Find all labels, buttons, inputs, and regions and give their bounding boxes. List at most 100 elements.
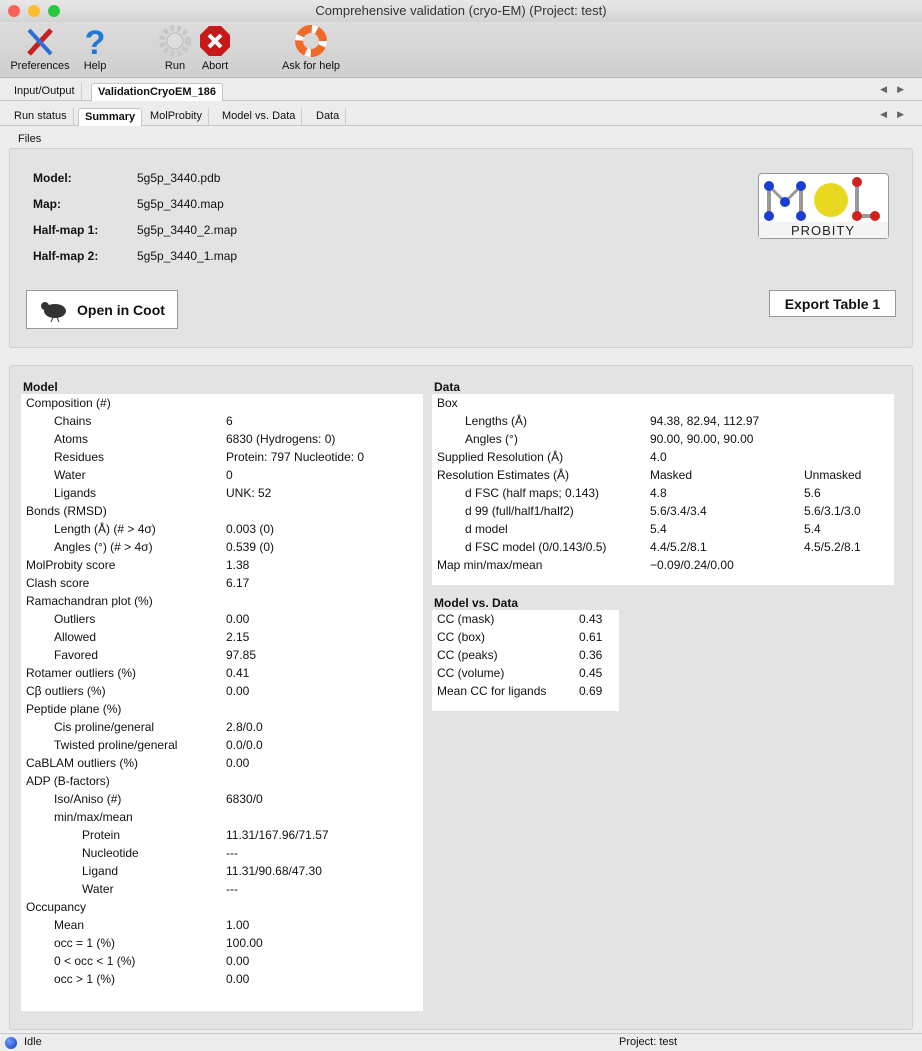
mvd-row-label: CC (mask) xyxy=(437,612,495,626)
data-row-value: 94.38, 82.94, 112.97 xyxy=(650,414,760,428)
model-row-value: 0.539 (0) xyxy=(226,540,275,554)
export-table-button[interactable]: Export Table 1 xyxy=(769,290,896,317)
mvd-row-value: 0.69 xyxy=(579,684,603,698)
model-row-label: Peptide plane (%) xyxy=(26,702,122,716)
tools-icon xyxy=(27,28,53,56)
model-row-label: Allowed xyxy=(54,630,97,644)
close-window-button[interactable] xyxy=(8,5,20,17)
model-row-value: 1.00 xyxy=(226,918,250,932)
gear-icon xyxy=(159,25,191,57)
model-vs-data-table: CC (mask) 0.43 CC (box) 0.61 CC (peaks) 0.36 C… xyxy=(432,610,619,711)
coot-bird-icon xyxy=(41,301,67,322)
window-title: Comprehensive validation (cryo-EM) (Proj… xyxy=(315,3,607,18)
zoom-window-button[interactable] xyxy=(48,5,60,17)
tab-data[interactable]: Data xyxy=(310,108,347,126)
run-button[interactable]: Run xyxy=(158,24,192,72)
model-row-value: 0.00 xyxy=(226,612,250,626)
data-row-value-unmasked: 5.4 xyxy=(804,522,821,536)
model-row-value: 100.00 xyxy=(226,936,263,950)
data-row-label: d FSC model (0/0.143/0.5) xyxy=(465,540,607,554)
results-panel: Model Composition (#) Chains 6 Atoms 6830 (H… xyxy=(9,365,913,1030)
help-button[interactable]: ? Help xyxy=(80,24,110,72)
minimize-window-button[interactable] xyxy=(28,5,40,17)
abort-button[interactable]: Abort xyxy=(198,24,232,72)
status-bar: Idle Project: test xyxy=(0,1033,922,1051)
help-icon: ? xyxy=(85,24,106,58)
model-row-label: Angles (°) (# > 4σ) xyxy=(54,540,153,554)
title-bar: Comprehensive validation (cryo-EM) (Proj… xyxy=(0,0,922,22)
subtab-scroll-arrows[interactable]: ◀▶ xyxy=(880,109,914,119)
data-row-value: 5.6/3.4/3.4 xyxy=(650,504,707,518)
model-row-value: 97.85 xyxy=(226,648,257,662)
status-indicator-icon xyxy=(5,1037,17,1049)
model-row-value: 6830 (Hydrogens: 0) xyxy=(226,432,336,446)
model-row-label: Nucleotide xyxy=(82,846,139,860)
model-row-value: 0.00 xyxy=(226,684,250,698)
model-row-label: Favored xyxy=(54,648,99,662)
model-row-value: 0.003 (0) xyxy=(226,522,275,536)
model-row-label: Outliers xyxy=(54,612,96,626)
molprobity-logo: PROBITY xyxy=(758,173,889,239)
model-row-value: 11.31/90.68/47.30 xyxy=(226,864,322,878)
model-row-label: 0 < occ < 1 (%) xyxy=(54,954,136,968)
model-row-value: 2.8/0.0 xyxy=(226,720,263,734)
data-row-label: Map min/max/mean xyxy=(437,558,543,572)
data-row-label: d 99 (full/half1/half2) xyxy=(465,504,574,518)
model-row-label: Occupancy xyxy=(26,900,87,914)
model-row-label: Mean xyxy=(54,918,85,932)
model-row-label: Water xyxy=(82,882,114,896)
model-row-label: CaBLAM outliers (%) xyxy=(26,756,139,770)
abort-icon xyxy=(200,26,230,56)
model-row-label: Protein xyxy=(82,828,121,842)
model-section-title: Model xyxy=(23,380,58,394)
model-row-value: 11.31/167.96/71.57 xyxy=(226,828,329,842)
project-label: Project: test xyxy=(619,1036,678,1048)
data-row-value: 90.00, 90.00, 90.00 xyxy=(650,432,754,446)
model-row-label: Cis proline/general xyxy=(54,720,155,734)
model-row-label: Residues xyxy=(54,450,105,464)
tab-input-output[interactable]: Input/Output xyxy=(8,83,82,101)
open-in-coot-button[interactable]: Open in Coot xyxy=(26,290,178,329)
mvd-row-label: CC (box) xyxy=(437,630,486,644)
model-row-label: Cβ outliers (%) xyxy=(26,684,106,698)
model-row-value: 6 xyxy=(226,414,233,428)
model-row-label: Composition (#) xyxy=(26,396,111,410)
preferences-button[interactable]: Preferences xyxy=(8,24,72,72)
mvd-row-label: Mean CC for ligands xyxy=(437,684,547,698)
model-row-label: occ = 1 (%) xyxy=(54,936,116,950)
file-value: 5g5p_3440_2.map xyxy=(137,223,238,237)
model-row-value: Protein: 797 Nucleotide: 0 xyxy=(226,450,365,464)
model-row-label: Water xyxy=(54,468,86,482)
tab-validation-job[interactable]: ValidationCryoEM_186 xyxy=(91,83,223,101)
data-row-value: 4.8 xyxy=(650,486,667,500)
model-row-label: Rotamer outliers (%) xyxy=(26,666,137,680)
data-row-value-unmasked: 5.6 xyxy=(804,486,821,500)
tab-summary[interactable]: Summary xyxy=(78,108,143,126)
data-row-label: d model xyxy=(465,522,508,536)
data-row-label: Supplied Resolution (Å) xyxy=(437,450,564,464)
data-section-title: Data xyxy=(434,380,461,394)
tab-model-vs-data[interactable]: Model vs. Data xyxy=(216,108,303,126)
model-row-label: Ligand xyxy=(82,864,119,878)
ask-for-help-button[interactable]: Ask for help xyxy=(278,24,344,72)
tab-scroll-arrows[interactable]: ◀▶ xyxy=(880,84,914,94)
mvd-row-value: 0.36 xyxy=(579,648,603,662)
toolbar: Preferences ? Help Run Abort Ask for hel… xyxy=(0,22,922,78)
tab-molprobity[interactable]: MolProbity xyxy=(144,108,209,126)
tab-run-status[interactable]: Run status xyxy=(8,108,74,126)
model-row-value: 0.00 xyxy=(226,972,250,986)
data-row-label: Angles (°) xyxy=(465,432,518,446)
model-vs-data-section-title: Model vs. Data xyxy=(434,596,519,610)
model-row-value: 6830/0 xyxy=(226,792,263,806)
model-row-label: MolProbity score xyxy=(26,558,116,572)
model-row-label: min/max/mean xyxy=(54,810,133,824)
model-row-label: occ > 1 (%) xyxy=(54,972,116,986)
model-row-label: Ligands xyxy=(54,486,97,500)
model-row-value: 1.38 xyxy=(226,558,250,572)
data-row-label: Box xyxy=(437,396,458,410)
file-value: 5g5p_3440_1.map xyxy=(137,249,238,263)
model-row-label: Chains xyxy=(54,414,92,428)
model-row-value: --- xyxy=(226,882,238,896)
svg-text:PROBITY: PROBITY xyxy=(791,223,855,238)
model-row-label: Twisted proline/general xyxy=(54,738,178,752)
